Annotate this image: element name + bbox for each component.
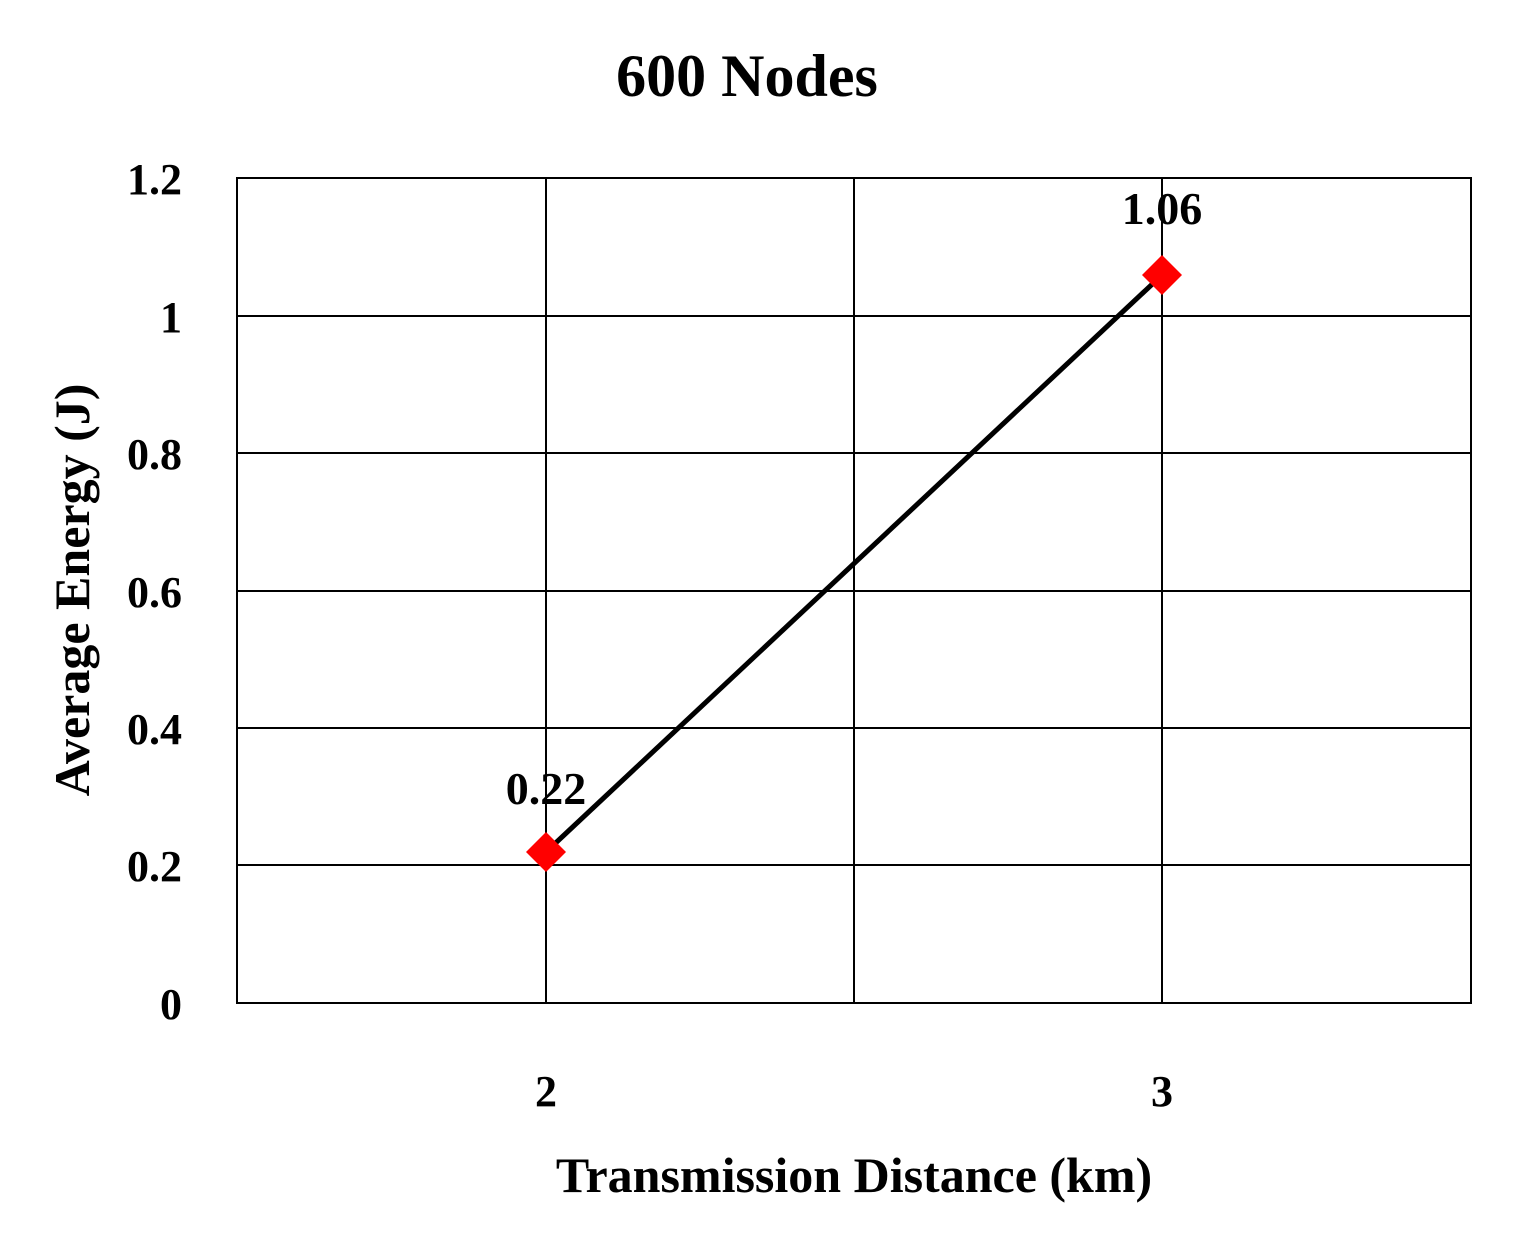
y-tick-label: 0.6 xyxy=(127,568,182,617)
x-axis-label: Transmission Distance (km) xyxy=(555,1147,1153,1203)
data-label: 0.22 xyxy=(505,763,587,814)
data-point-marker xyxy=(1142,255,1182,295)
gridlines xyxy=(236,177,1472,1004)
y-tick-label: 1 xyxy=(160,293,182,342)
y-tick-label: 1.2 xyxy=(127,155,182,204)
chart-title: 600 Nodes xyxy=(616,43,878,109)
x-tick-label: 2 xyxy=(535,1067,557,1116)
data-point-marker xyxy=(526,832,566,872)
y-tick-label: 0.4 xyxy=(127,705,182,754)
y-axis-label: Average Energy (J) xyxy=(44,383,100,797)
y-tick-label: 0.8 xyxy=(127,430,182,479)
x-tick-label: 3 xyxy=(1151,1067,1173,1116)
y-tick-label: 0.2 xyxy=(127,842,182,891)
y-tick-label: 0 xyxy=(160,980,182,1029)
series-line xyxy=(544,273,1164,854)
data-label: 1.06 xyxy=(1121,183,1203,234)
